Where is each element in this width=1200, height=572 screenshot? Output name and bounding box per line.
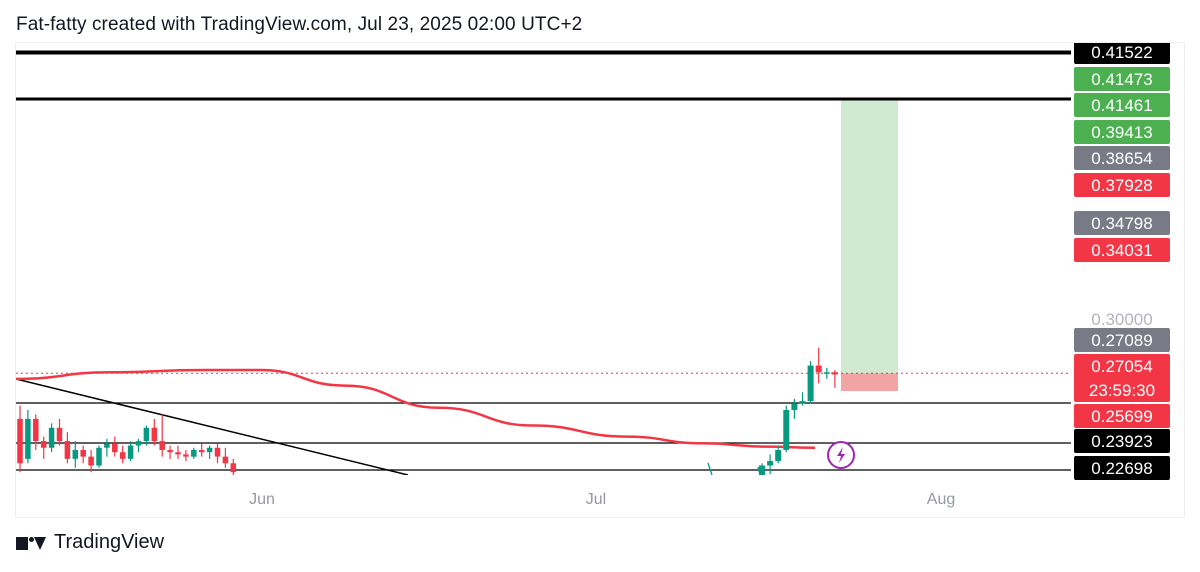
- candle-body[interactable]: [25, 418, 31, 459]
- price-label: 0.41522: [1091, 43, 1152, 62]
- price-badge: [1074, 354, 1170, 402]
- x-axis-label: Jun: [249, 491, 275, 508]
- candle-body[interactable]: [198, 449, 205, 453]
- candle-body[interactable]: [159, 441, 165, 450]
- candle-body[interactable]: [183, 454, 189, 457]
- candle-body[interactable]: [151, 427, 158, 442]
- price-label: 0.25699: [1091, 407, 1152, 426]
- candle-body[interactable]: [783, 410, 790, 450]
- candle-body[interactable]: [222, 456, 229, 464]
- candle-body[interactable]: [759, 465, 765, 484]
- tradingview-logo-icon: [16, 533, 46, 553]
- candle-body[interactable]: [767, 461, 774, 466]
- candle-body[interactable]: [791, 403, 798, 411]
- candle-body[interactable]: [88, 456, 94, 466]
- price-label: 0.22698: [1091, 459, 1152, 478]
- candle-body[interactable]: [48, 427, 55, 448]
- price-badge: [1074, 429, 1170, 453]
- candle-body[interactable]: [112, 443, 118, 453]
- price-badge: [1074, 211, 1170, 235]
- candle-body[interactable]: [191, 449, 197, 457]
- price-badge: [1074, 238, 1170, 262]
- trendline[interactable]: [16, 378, 409, 475]
- price-badge: [1074, 146, 1170, 170]
- candle-body[interactable]: [775, 449, 782, 462]
- candle-body[interactable]: [815, 365, 822, 373]
- chart-header: Fat-fatty created with TradingView.com, …: [16, 14, 583, 35]
- price-label: 0.41461: [1091, 96, 1152, 115]
- price-label: 0.34798: [1091, 214, 1152, 233]
- price-badge: [1074, 93, 1170, 117]
- candle-body[interactable]: [167, 449, 173, 453]
- candle-body[interactable]: [807, 365, 814, 402]
- price-label: 0.23923: [1091, 432, 1152, 451]
- candle-body[interactable]: [831, 372, 838, 375]
- price-badge: [1074, 456, 1170, 480]
- candle-body[interactable]: [799, 401, 806, 404]
- moving-average-line: [16, 368, 816, 449]
- candle-body[interactable]: [80, 449, 86, 457]
- candle-body[interactable]: [104, 443, 110, 448]
- candle-body[interactable]: [823, 372, 830, 374]
- price-label: 0.38654: [1091, 149, 1152, 168]
- price-label: 0.37928: [1091, 176, 1152, 195]
- price-label: 0.27089: [1091, 331, 1152, 350]
- price-label: 0.34031: [1091, 241, 1152, 260]
- price-badge: [1074, 328, 1170, 352]
- candle-body[interactable]: [214, 447, 221, 457]
- x-axis-label: Jul: [586, 491, 606, 508]
- price-badge: [1074, 120, 1170, 144]
- candle-body[interactable]: [33, 418, 39, 442]
- x-axis-label: Aug: [927, 491, 955, 508]
- candle-body[interactable]: [119, 452, 126, 459]
- candle-body[interactable]: [17, 418, 23, 464]
- candle-body[interactable]: [64, 441, 71, 459]
- candle-body[interactable]: [40, 441, 47, 448]
- footer: TradingView: [16, 531, 164, 554]
- lightning-bolt: [837, 447, 845, 463]
- price-badge: [1074, 43, 1170, 64]
- candle-body[interactable]: [96, 447, 102, 466]
- candle-fragment: [707, 462, 761, 476]
- price-badge: [1074, 404, 1170, 428]
- chart-frame[interactable]: Jun Jul Aug 0.41522 0.41473 0.41461 0.39413 0.3…: [15, 42, 1185, 518]
- candle-body[interactable]: [206, 447, 213, 453]
- candle-body[interactable]: [175, 452, 181, 455]
- candle-body[interactable]: [143, 427, 150, 442]
- price-label: 0.41473: [1091, 70, 1152, 89]
- candle-body[interactable]: [230, 463, 237, 473]
- price-chart[interactable]: Jun Jul Aug 0.41522 0.41473 0.41461 0.39413 0.3…: [16, 43, 1184, 517]
- target-zone: [841, 98, 898, 374]
- price-label: 0.39413: [1091, 123, 1152, 142]
- price-label: 0.30000: [1091, 310, 1152, 329]
- footer-brand: TradingView: [54, 531, 165, 553]
- candle-body[interactable]: [56, 427, 63, 442]
- price-label: 0.27054: [1091, 357, 1152, 376]
- countdown-label: 23:59:30: [1089, 381, 1155, 400]
- price-badge: [1074, 67, 1170, 91]
- candle-body[interactable]: [72, 449, 79, 459]
- candle-body[interactable]: [127, 445, 134, 459]
- candle-body[interactable]: [135, 441, 142, 446]
- stop-zone: [841, 373, 898, 391]
- price-badge: [1074, 173, 1170, 197]
